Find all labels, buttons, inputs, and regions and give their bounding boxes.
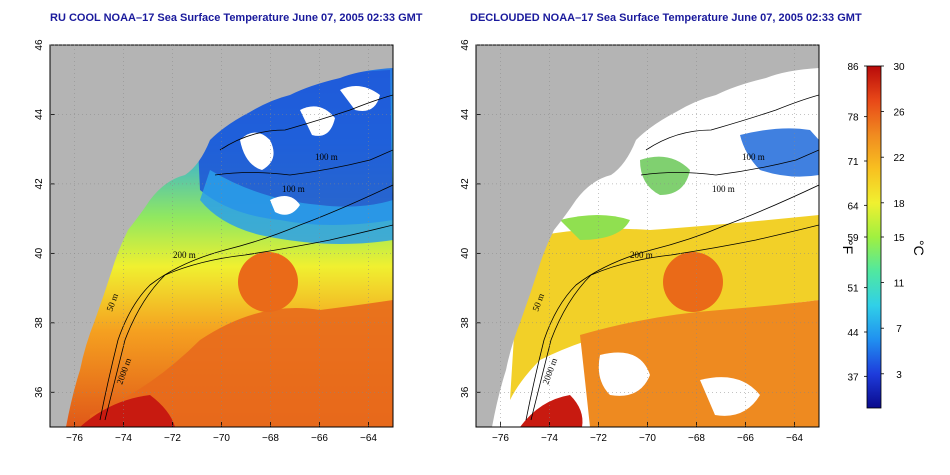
contour-label-100m: 100 m [282, 184, 305, 194]
lat-tick-label: 44 [34, 108, 45, 120]
warm-core-eddy [663, 252, 723, 312]
isobath-100m-lower [640, 149, 819, 176]
lon-tick-label: −76 [66, 433, 83, 444]
lon-tick-label: −70 [213, 433, 230, 444]
lat-tick-label: 46 [34, 39, 45, 51]
lat-tick-label: 40 [460, 247, 471, 259]
axis-ticks: −76 −74 −72 −70 −68 −66 −64 36 38 40 42 44 46 −76 −74 −… [34, 39, 819, 444]
lat-tick-label: 40 [34, 247, 45, 259]
lon-tick-label: −72 [164, 433, 181, 444]
fahrenheit-tick-label: 59 [847, 233, 859, 244]
isobath-2000m [104, 224, 393, 421]
celsius-tick-label: 18 [893, 199, 905, 210]
gulf-stream-core [80, 395, 175, 427]
lon-tick-label: −74 [115, 433, 132, 444]
cloud-patch [340, 86, 380, 111]
celsius-tick-label: 11 [894, 279, 905, 290]
cloud-patch [300, 106, 335, 136]
right-map-title: DECLOUDED NOAA–17 Sea Surface Temperatur… [470, 12, 862, 24]
contour-label-200m: 200 m [630, 250, 653, 260]
lat-tick-label: 38 [34, 317, 45, 329]
isobath-100m [645, 94, 819, 151]
fahrenheit-tick-label: 78 [847, 113, 859, 124]
cloud-patch [700, 377, 760, 416]
cool-water-patch [640, 156, 690, 195]
cloud-patch [598, 352, 650, 396]
fahrenheit-tick-label: 44 [847, 328, 859, 339]
fahrenheit-tick-label: 86 [847, 62, 859, 73]
contour-label-100m: 100 m [712, 184, 735, 194]
warm-core-eddy [238, 252, 298, 312]
lat-tick-label: 36 [460, 386, 471, 398]
lon-tick-label: −66 [311, 433, 328, 444]
lat-tick-label: 38 [460, 317, 471, 329]
isobath-100m [219, 94, 393, 151]
celsius-tick-label: 26 [893, 108, 905, 119]
fahrenheit-tick-label: 37 [847, 372, 859, 383]
cold-water-patch [740, 128, 819, 177]
gulf-stream [90, 300, 393, 427]
lon-tick-label: −74 [541, 433, 558, 444]
lat-tick-label: 42 [460, 178, 471, 190]
celsius-tick-label: 15 [893, 233, 905, 244]
lat-tick-label: 36 [34, 386, 45, 398]
isobath-200m [525, 184, 819, 421]
lon-tick-label: −68 [262, 433, 279, 444]
fahrenheit-unit: °F [840, 240, 856, 254]
colorbar [866, 65, 882, 409]
celsius-tick-label: 30 [893, 62, 905, 73]
left-map-title: RU COOL NOAA–17 Sea Surface Temperature … [50, 12, 423, 24]
isobath-200m [99, 184, 393, 421]
lon-tick-label: −76 [492, 433, 509, 444]
land-mass [476, 45, 819, 427]
land-mass [50, 45, 393, 427]
shelf-water-patch [560, 215, 630, 240]
contour-label-200m: 200 m [173, 250, 196, 260]
warm-water-region [510, 215, 819, 400]
lon-tick-label: −64 [360, 433, 377, 444]
cloud-patch [270, 196, 300, 215]
lon-tick-label: −68 [688, 433, 705, 444]
fahrenheit-tick-label: 51 [847, 284, 859, 295]
lon-tick-label: −72 [590, 433, 607, 444]
lon-tick-label: −64 [786, 433, 803, 444]
celsius-unit: °C [911, 240, 927, 256]
contour-label-100m-upper: 100 m [742, 152, 765, 162]
fahrenheit-tick-label: 64 [847, 201, 859, 212]
fahrenheit-tick-label: 71 [847, 157, 859, 168]
lat-tick-label: 46 [460, 39, 471, 51]
left-map: 100 m 100 m 200 m 50 m 2000 m [50, 45, 393, 427]
colorbar-ticks: 30 26 22 18 15 11 7 3 86 78 71 64 59 51 44 37 [847, 62, 905, 383]
cloud-patch [240, 132, 274, 170]
right-map: 100 m 100 m 200 m 50 m 2000 m [476, 45, 819, 427]
celsius-tick-label: 7 [896, 324, 902, 335]
gulf-stream-core [520, 395, 583, 427]
lat-tick-label: 42 [34, 178, 45, 190]
contour-label-100m-upper: 100 m [315, 152, 338, 162]
celsius-tick-label: 22 [893, 153, 905, 164]
lon-tick-label: −66 [737, 433, 754, 444]
celsius-tick-label: 3 [896, 370, 902, 381]
lat-tick-label: 44 [460, 108, 471, 120]
isobath-2000m [530, 224, 819, 421]
lon-tick-label: −70 [639, 433, 656, 444]
isobath-100m-lower [214, 149, 393, 176]
